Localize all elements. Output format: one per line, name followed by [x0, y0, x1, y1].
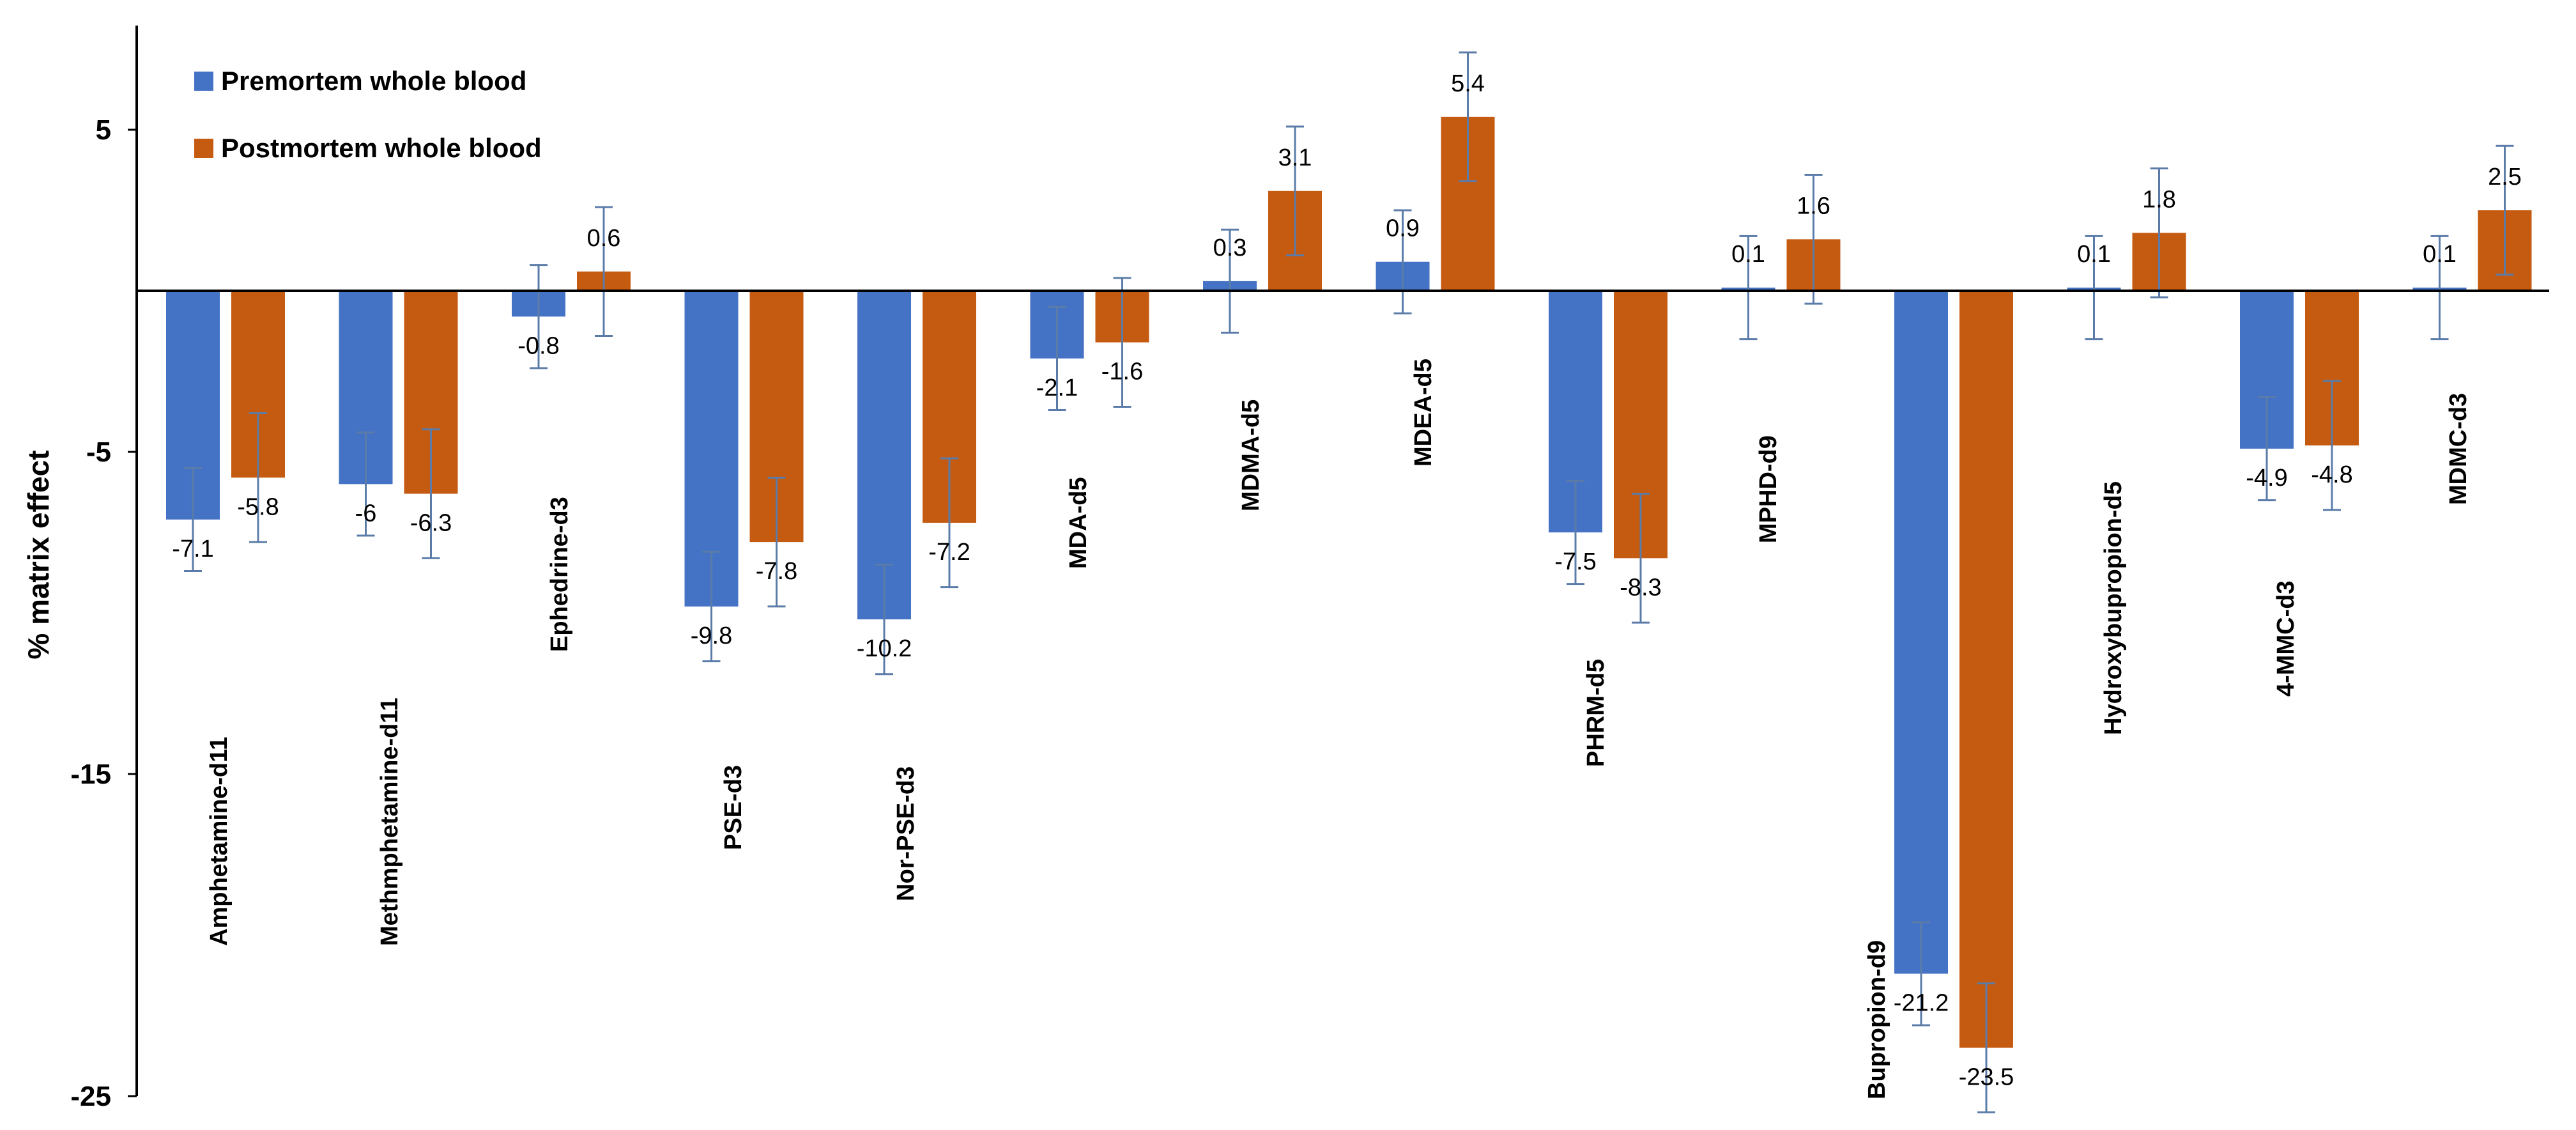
category-label: Methmphetamine-d11	[376, 697, 403, 946]
data-label: 0.1	[1731, 241, 1765, 268]
data-label: -10.2	[857, 635, 912, 662]
data-label: 1.8	[2142, 186, 2176, 213]
y-axis-title: % matrix effect	[22, 450, 55, 659]
y-axis: 5 -5 -15 -25	[70, 26, 138, 1112]
category-label: PHRM-d5	[1583, 659, 1609, 767]
legend-label-postmortem: Postmortem whole blood	[221, 133, 542, 163]
legend-label-premortem: Premortem whole blood	[221, 66, 526, 96]
data-label: -6.3	[410, 510, 452, 537]
data-label: 0.1	[2423, 241, 2457, 268]
data-label: 0.3	[1213, 235, 1247, 261]
category-label: Bupropion-d9	[1864, 940, 1890, 1099]
y-tick-label: -15	[70, 759, 111, 790]
data-label: -8.3	[1620, 574, 1661, 601]
data-label: -2.1	[1036, 375, 1078, 401]
data-label: -0.8	[518, 332, 559, 359]
legend-swatch-postmortem	[194, 139, 213, 158]
data-label: 2.5	[2488, 164, 2522, 190]
y-tick-label: 5	[96, 114, 111, 146]
error-bars	[184, 51, 2514, 1113]
data-label: -7.2	[928, 539, 970, 566]
data-label: 0.6	[587, 225, 621, 252]
data-label: -9.8	[691, 623, 732, 649]
data-label: -6	[355, 500, 377, 527]
category-label: Amphetamine-d11	[206, 737, 233, 946]
data-labels: -7.1 -5.8 -6 -6.3 -0.8 0.6 -9.8 -7.8 -10.2 -7.2 -2…	[172, 70, 2522, 1091]
data-label: 1.6	[1797, 192, 1830, 219]
y-tick-label: -5	[86, 437, 111, 468]
bar	[1959, 291, 2013, 1048]
data-label: -4.8	[2311, 461, 2352, 488]
category-label: PSE-d3	[720, 765, 747, 850]
category-label: MPHD-d9	[1755, 435, 1782, 543]
data-label: -4.9	[2246, 465, 2287, 491]
data-label: 0.1	[2077, 241, 2111, 268]
bars	[166, 116, 2532, 1048]
data-label: -23.5	[1959, 1064, 2014, 1090]
category-label: Hydroxybupropion-d5	[2100, 481, 2127, 735]
category-label: MDA-d5	[1065, 477, 1092, 569]
data-label: -21.2	[1894, 989, 1949, 1016]
data-label: 3.1	[1278, 144, 1312, 171]
data-label: -1.6	[1101, 359, 1143, 385]
data-label: 5.4	[1451, 70, 1485, 97]
category-labels: Amphetamine-d11 Methmphetamine-d11 Ephedri…	[206, 359, 2472, 1099]
data-label: -5.8	[237, 493, 279, 520]
legend: Premortem whole blood Postmortem whole b…	[194, 66, 542, 163]
category-label: MDEA-d5	[1410, 359, 1437, 467]
legend-swatch-premortem	[194, 72, 213, 91]
category-label: MDMA-d5	[1238, 399, 1264, 511]
category-label: MDMC-d3	[2445, 393, 2472, 505]
data-label: -7.1	[172, 536, 213, 562]
category-label: Ephedrine-d3	[546, 497, 573, 652]
y-tick-label: -25	[70, 1081, 111, 1112]
data-label: -7.5	[1554, 548, 1596, 575]
bar	[1894, 291, 1948, 974]
category-label: 4-MMC-d3	[2273, 580, 2299, 697]
data-label: 0.9	[1386, 215, 1420, 242]
category-label: Nor-PSE-d3	[893, 766, 919, 901]
data-label: -7.8	[756, 558, 797, 585]
